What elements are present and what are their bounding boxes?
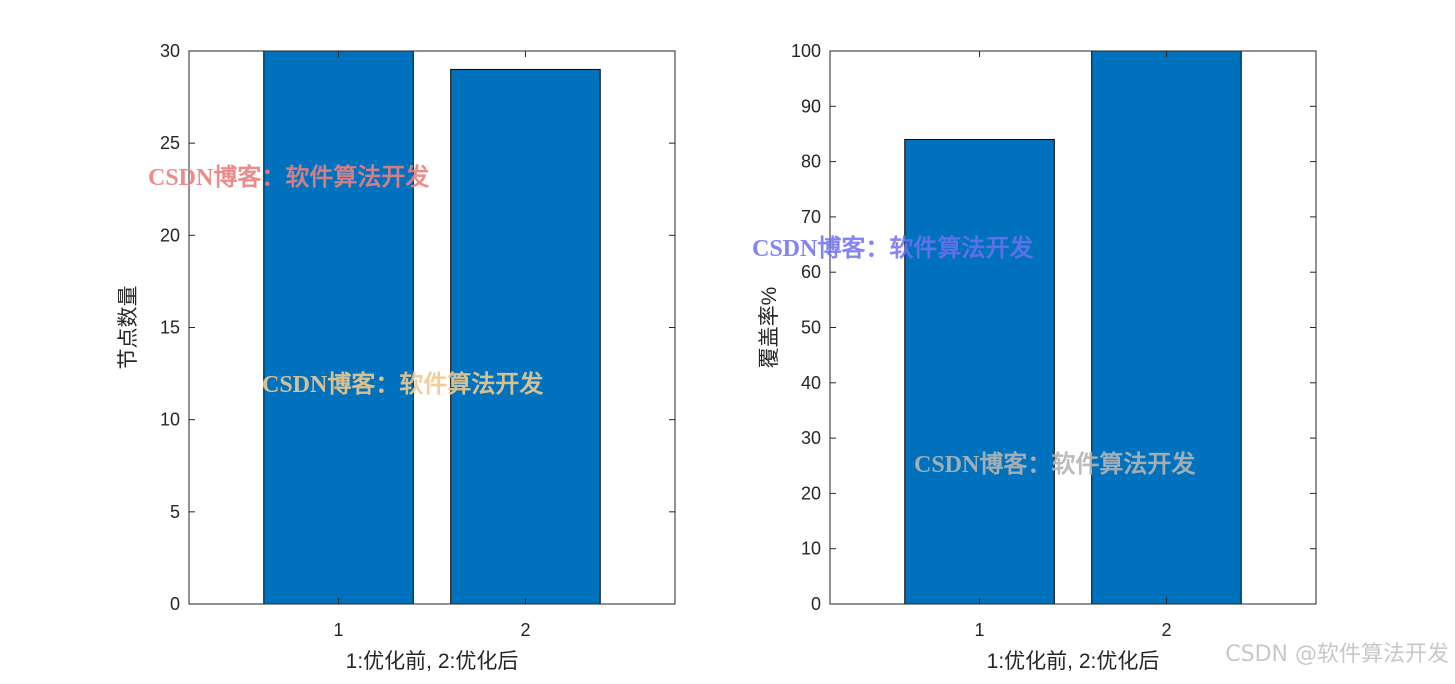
- y-tick-label: 10: [801, 539, 821, 559]
- x-tick-label: 1: [975, 620, 985, 640]
- y-tick-label: 30: [801, 428, 821, 448]
- bar-2: [1091, 50, 1242, 605]
- y-tick-label: 40: [801, 373, 821, 393]
- x-axis-label: 1:优化前, 2:优化后: [987, 650, 1160, 673]
- right-bar-chart: 0 10 20 30 40 50 60 70 80 90 100 1 21:优化前, 2:优化后 覆盖率%: [758, 41, 1317, 673]
- x-axis-label: 1:优化前, 2:优化后: [346, 650, 519, 673]
- x-tick-label: 2: [520, 620, 530, 640]
- watermark-text-4: CSDN博客：软件算法开发: [914, 450, 1195, 478]
- watermark-layer: CSDN博客：软件算法开发 CSDN博客：软件算法开发 CSDN博客：软件算法开…: [148, 163, 1195, 478]
- bar-1: [263, 50, 414, 605]
- y-axis-label: 覆盖率%: [758, 287, 781, 369]
- y-tick-label: 100: [791, 41, 821, 61]
- y-tick-label: 90: [801, 96, 821, 116]
- y-axis-label: 节点数量: [117, 286, 140, 370]
- y-tick-label: 10: [160, 410, 180, 430]
- watermark-text-3: CSDN博客：软件算法开发: [752, 234, 1033, 262]
- axes-box: [829, 50, 1317, 605]
- y-tick-label: 0: [811, 594, 821, 614]
- x-tick-label: 2: [1161, 620, 1171, 640]
- bar-1: [904, 138, 1055, 605]
- y-tick-label: 25: [160, 133, 180, 153]
- y-tick-label: 20: [801, 483, 821, 503]
- left-bar-chart: 0 5 10 15 20 25 30 1 21:优化前, 2:优化后 节点数量: [117, 41, 676, 673]
- watermark-text-2: CSDN博客：软件算法开发: [262, 370, 543, 398]
- y-tick-label: 0: [170, 594, 180, 614]
- y-tick-label: 60: [801, 262, 821, 282]
- watermark-text-1: CSDN博客：软件算法开发: [148, 163, 429, 191]
- x-tick-label: 1: [334, 620, 344, 640]
- y-tick-label: 15: [160, 318, 180, 338]
- corner-watermark: CSDN @软件算法开发: [1225, 642, 1449, 667]
- y-tick-label: 80: [801, 152, 821, 172]
- y-tick-label: 30: [160, 41, 180, 61]
- axes-box: [188, 50, 676, 605]
- y-tick-label: 20: [160, 225, 180, 245]
- y-tick-label: 70: [801, 207, 821, 227]
- y-tick-label: 50: [801, 318, 821, 338]
- bar-2: [450, 68, 601, 605]
- y-tick-label: 5: [170, 502, 180, 522]
